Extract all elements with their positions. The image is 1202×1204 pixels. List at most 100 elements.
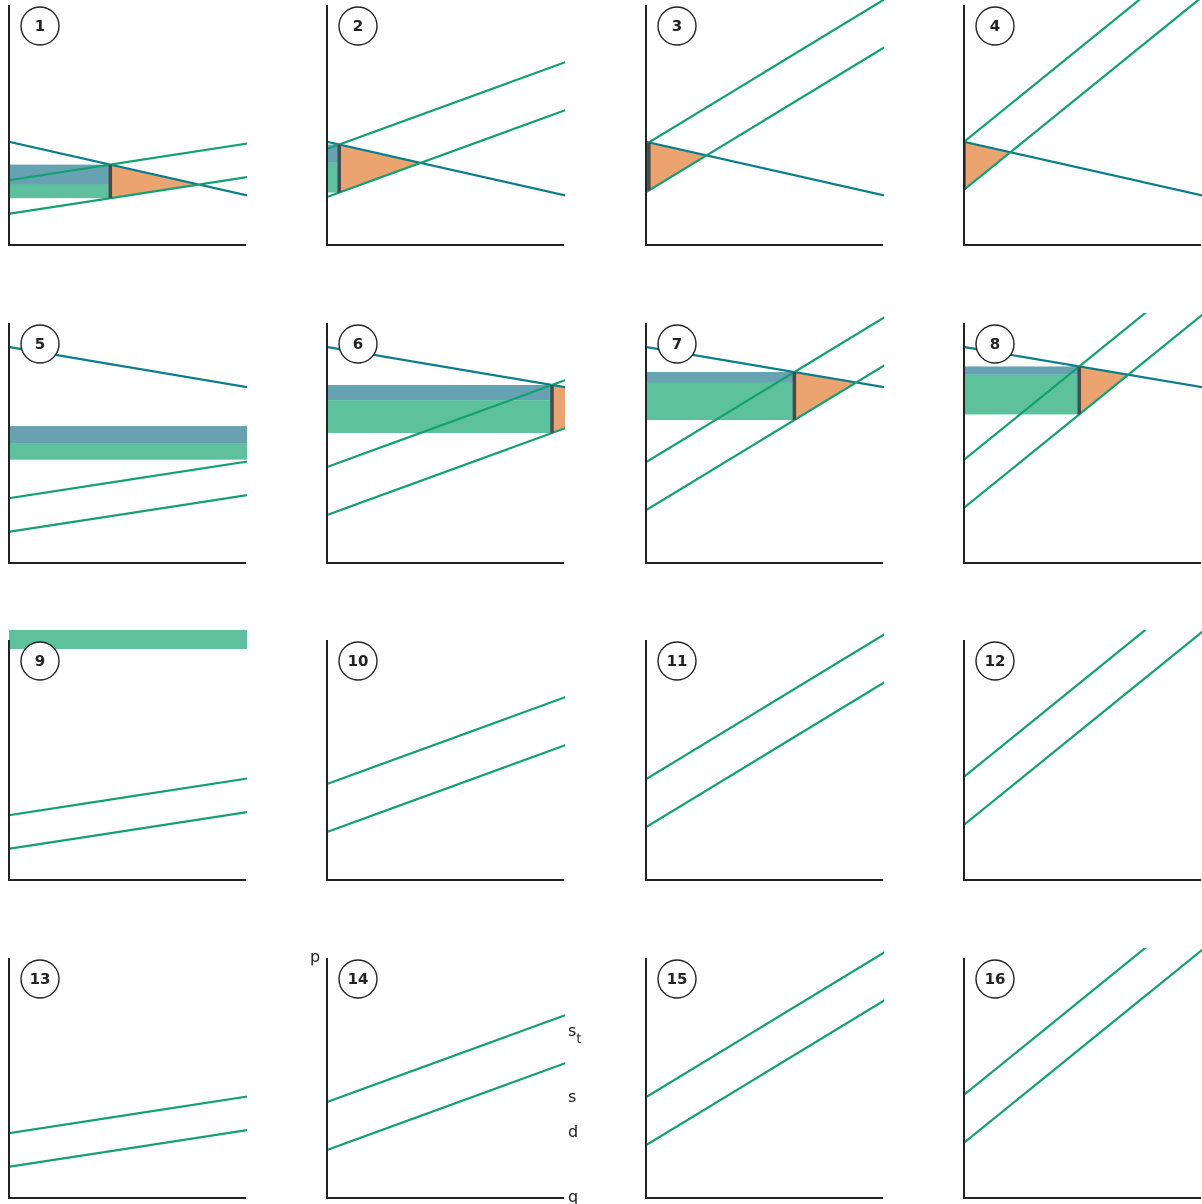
panel-1: 1 [8, 5, 247, 246]
panel-number-label: 2 [353, 17, 363, 35]
deadweight-loss-triangle [339, 144, 421, 193]
consumer-tax-burden-area [646, 526, 1062, 533]
panel-7: 7 [645, 316, 884, 564]
producer-tax-burden-area [327, 560, 971, 598]
panel-number-circle [975, 959, 1015, 999]
panel-12: 12 [963, 517, 1202, 881]
panel-number-label: 8 [990, 335, 1000, 353]
panel-number-label: 14 [348, 970, 369, 988]
producer-tax-burden-area [9, 443, 247, 460]
consumer-tax-burden-area [327, 384, 552, 401]
demand-curve [327, 345, 565, 389]
panel-10: 10 [326, 484, 1202, 881]
panel-number-label: 4 [990, 17, 1000, 35]
supply-curve [646, 46, 884, 194]
demand-curve [964, 140, 1202, 197]
panel-number-circle [657, 6, 697, 46]
panel-number-circle [20, 959, 60, 999]
taxed-supply-curve [646, 316, 884, 464]
panel-number-label: 16 [985, 970, 1006, 988]
producer-tax-burden-area [327, 400, 552, 433]
producer-tax-burden-area [964, 269, 1202, 314]
quantity-axis-label: q [568, 1187, 578, 1204]
consumer-tax-burden-area [9, 426, 247, 444]
deadweight-loss-triangle [110, 164, 199, 199]
panel-number-label: 7 [672, 335, 682, 353]
demand-curve [9, 214, 1202, 1198]
consumer-tax-burden-area [327, 322, 1202, 328]
panel-plot-area [964, 517, 1202, 826]
supply-curve [9, 1129, 247, 1168]
taxed-supply-curve [327, 1014, 565, 1104]
consumer-tax-burden-area [964, 366, 1080, 375]
supply-curve [327, 109, 565, 199]
panel-number-label: 13 [30, 970, 51, 988]
supply-curve [646, 681, 884, 829]
taxed-supply-curve [9, 777, 247, 817]
panel-number-circle [20, 324, 60, 364]
producer-tax-burden-area [9, 630, 247, 650]
demand-curve [9, 140, 247, 197]
panel-number-circle [657, 641, 697, 681]
supply-curve [9, 176, 247, 215]
panel-plot-area [9, 140, 247, 215]
panel-plot-area [964, 266, 1202, 1144]
panel-number-circle [657, 324, 697, 364]
panel-number-circle [338, 959, 378, 999]
taxed-supply-curve [9, 142, 247, 182]
supply-curve [646, 364, 884, 512]
producer-tax-burden-area [646, 382, 795, 421]
panel-8: 8 [963, 313, 1202, 564]
panel-number-label: 1 [35, 17, 45, 35]
panel-plot-area [646, 316, 884, 512]
demand-curve [327, 484, 1202, 880]
panel-plot-area [327, 484, 1202, 880]
panel-15: 15 [645, 282, 1202, 1199]
panel-plot-area [9, 630, 247, 850]
consumer-tax-burden-area [964, 266, 1202, 269]
demand-curve [9, 345, 247, 389]
panel-number-label: 9 [35, 652, 45, 670]
supply-curve [964, 948, 1202, 1144]
panel-2: 2 [326, 5, 565, 246]
panel-number-label: 12 [985, 652, 1006, 670]
deadweight-loss-triangle [648, 142, 707, 191]
producer-tax-burden-area [327, 162, 340, 193]
panel-13: 13 [8, 214, 1202, 1199]
panel-plot-area [646, 0, 884, 197]
panel-plot-area [327, 61, 565, 199]
panel-number-circle [20, 6, 60, 46]
panel-9: 9 [8, 630, 247, 881]
supply-curve [646, 999, 884, 1147]
demand-curve [327, 140, 565, 197]
panel-number-circle [338, 641, 378, 681]
supply-curve [327, 1062, 565, 1152]
panel-3: 3 [645, 0, 884, 246]
supply-curve [9, 494, 247, 533]
panel-number-label: 10 [348, 652, 369, 670]
panel-plot-area [646, 526, 1130, 829]
taxed-supply-curve [964, 0, 1141, 143]
taxed-supply-label-sub: t [576, 1032, 581, 1047]
deadweight-loss-triangle [971, 549, 1074, 597]
demand-label: d [568, 1122, 578, 1141]
consumer-tax-burden-area [646, 282, 1202, 286]
demand-curve [964, 345, 1202, 389]
taxed-supply-curve [646, 0, 884, 146]
taxed-supply-label: st [568, 1021, 581, 1047]
demand-curve [646, 140, 884, 197]
supply-curve [964, 313, 1202, 509]
panel-plot-area [327, 322, 1202, 1152]
panel-14: 14 [326, 322, 1202, 1199]
taxed-supply-curve [646, 951, 884, 1099]
deadweight-loss-triangle [1062, 526, 1130, 574]
consumer-tax-burden-area [964, 517, 1202, 522]
panel-number-label: 11 [667, 652, 688, 670]
panel-number-circle [338, 6, 378, 46]
taxed-supply-curve [327, 61, 565, 151]
panel-6: 6 [326, 323, 565, 564]
taxed-supply-curve [964, 948, 1147, 1096]
taxed-supply-label-main: s [568, 1021, 576, 1040]
taxed-supply-curve [327, 696, 565, 786]
